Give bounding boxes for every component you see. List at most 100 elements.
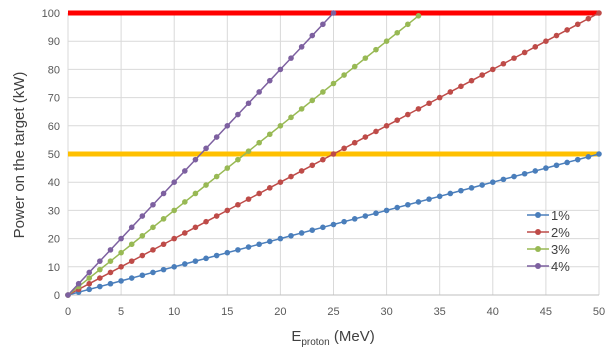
data-point xyxy=(511,173,517,180)
data-point xyxy=(564,159,570,166)
data-point xyxy=(468,185,475,191)
tick-labels: 0 5 10 15 20 25 30 35 40 45 50 0 10 20 30 40 50 60 70 80 90 1… xyxy=(42,8,605,318)
x-tick-label: 5 xyxy=(118,306,124,318)
data-point xyxy=(203,182,209,188)
data-point xyxy=(160,190,167,197)
data-point xyxy=(97,275,103,281)
data-point xyxy=(288,173,294,180)
data-point xyxy=(171,235,177,242)
data-point xyxy=(235,156,241,163)
data-point xyxy=(320,224,326,231)
data-point xyxy=(320,156,326,163)
data-point xyxy=(118,235,124,242)
data-point xyxy=(277,66,284,73)
x-tick-label: 10 xyxy=(168,306,180,318)
data-point xyxy=(373,46,379,53)
data-point xyxy=(564,27,570,33)
data-point xyxy=(543,165,549,171)
data-point xyxy=(118,278,124,284)
data-point xyxy=(192,190,199,197)
data-point xyxy=(192,156,199,163)
data-point xyxy=(383,123,390,129)
data-point xyxy=(171,264,177,270)
data-point xyxy=(362,213,369,219)
data-point xyxy=(277,123,284,129)
data-point xyxy=(256,89,262,95)
data-point xyxy=(298,44,305,50)
data-point xyxy=(160,266,167,273)
data-point xyxy=(245,148,252,154)
legend-marker xyxy=(535,212,541,218)
series-1% xyxy=(65,151,602,298)
data-point xyxy=(160,216,167,222)
data-point xyxy=(479,72,485,78)
data-point xyxy=(521,49,528,56)
data-point xyxy=(330,151,337,157)
data-point xyxy=(351,216,358,222)
y-axis-title: Power on the target (kW) xyxy=(11,72,28,239)
data-point xyxy=(436,193,443,200)
data-point xyxy=(245,100,252,107)
data-point xyxy=(341,72,347,78)
data-point xyxy=(203,145,209,152)
data-point xyxy=(139,232,146,239)
legend-label: 1% xyxy=(551,208,570,223)
legend: 1% 2% 3% 4% xyxy=(527,208,570,274)
series-line xyxy=(67,15,419,296)
data-point xyxy=(86,275,93,281)
data-point xyxy=(139,272,146,279)
data-point xyxy=(320,89,326,95)
data-point xyxy=(447,190,454,197)
data-point xyxy=(309,97,316,104)
data-point xyxy=(256,139,262,146)
data-point xyxy=(213,213,220,219)
data-point xyxy=(298,168,305,174)
x-axis-title-main: E xyxy=(291,328,301,345)
data-point xyxy=(596,151,602,157)
y-tick-label: 30 xyxy=(48,205,60,217)
legend-item: 2% xyxy=(527,225,570,240)
data-point xyxy=(330,10,337,16)
data-point xyxy=(128,275,135,281)
data-point xyxy=(235,247,241,253)
data-point xyxy=(383,38,390,44)
data-point xyxy=(511,55,517,61)
data-point xyxy=(192,224,199,231)
data-point xyxy=(585,15,592,22)
x-tick-label: 45 xyxy=(540,306,552,318)
data-point xyxy=(341,145,347,152)
data-point xyxy=(373,210,379,217)
data-point xyxy=(341,218,347,225)
data-point xyxy=(532,168,539,174)
data-point xyxy=(128,241,135,248)
data-point xyxy=(139,252,146,259)
y-tick-label: 80 xyxy=(48,64,60,76)
data-point xyxy=(107,247,114,253)
legend-marker xyxy=(535,229,541,235)
data-point xyxy=(362,134,369,140)
data-point xyxy=(256,190,262,197)
data-point xyxy=(118,264,124,270)
data-series xyxy=(65,10,602,298)
data-point xyxy=(150,201,156,208)
data-point xyxy=(213,173,220,180)
data-point xyxy=(330,80,337,87)
y-tick-label: 50 xyxy=(48,149,60,161)
legend-label: 3% xyxy=(551,242,570,257)
data-point xyxy=(75,280,82,287)
data-point xyxy=(203,255,209,262)
data-point xyxy=(532,44,539,50)
data-point xyxy=(574,156,581,163)
legend-marker xyxy=(535,263,541,269)
data-point xyxy=(150,269,156,276)
data-point xyxy=(479,182,485,188)
data-point xyxy=(415,106,422,112)
data-point xyxy=(182,230,188,236)
data-point xyxy=(86,286,93,293)
y-tick-label: 40 xyxy=(48,177,60,189)
x-axis-title-unit: (MeV) xyxy=(330,328,375,345)
data-point xyxy=(426,100,432,107)
data-point xyxy=(86,280,93,287)
x-tick-label: 35 xyxy=(434,306,446,318)
x-tick-label: 50 xyxy=(593,306,605,318)
